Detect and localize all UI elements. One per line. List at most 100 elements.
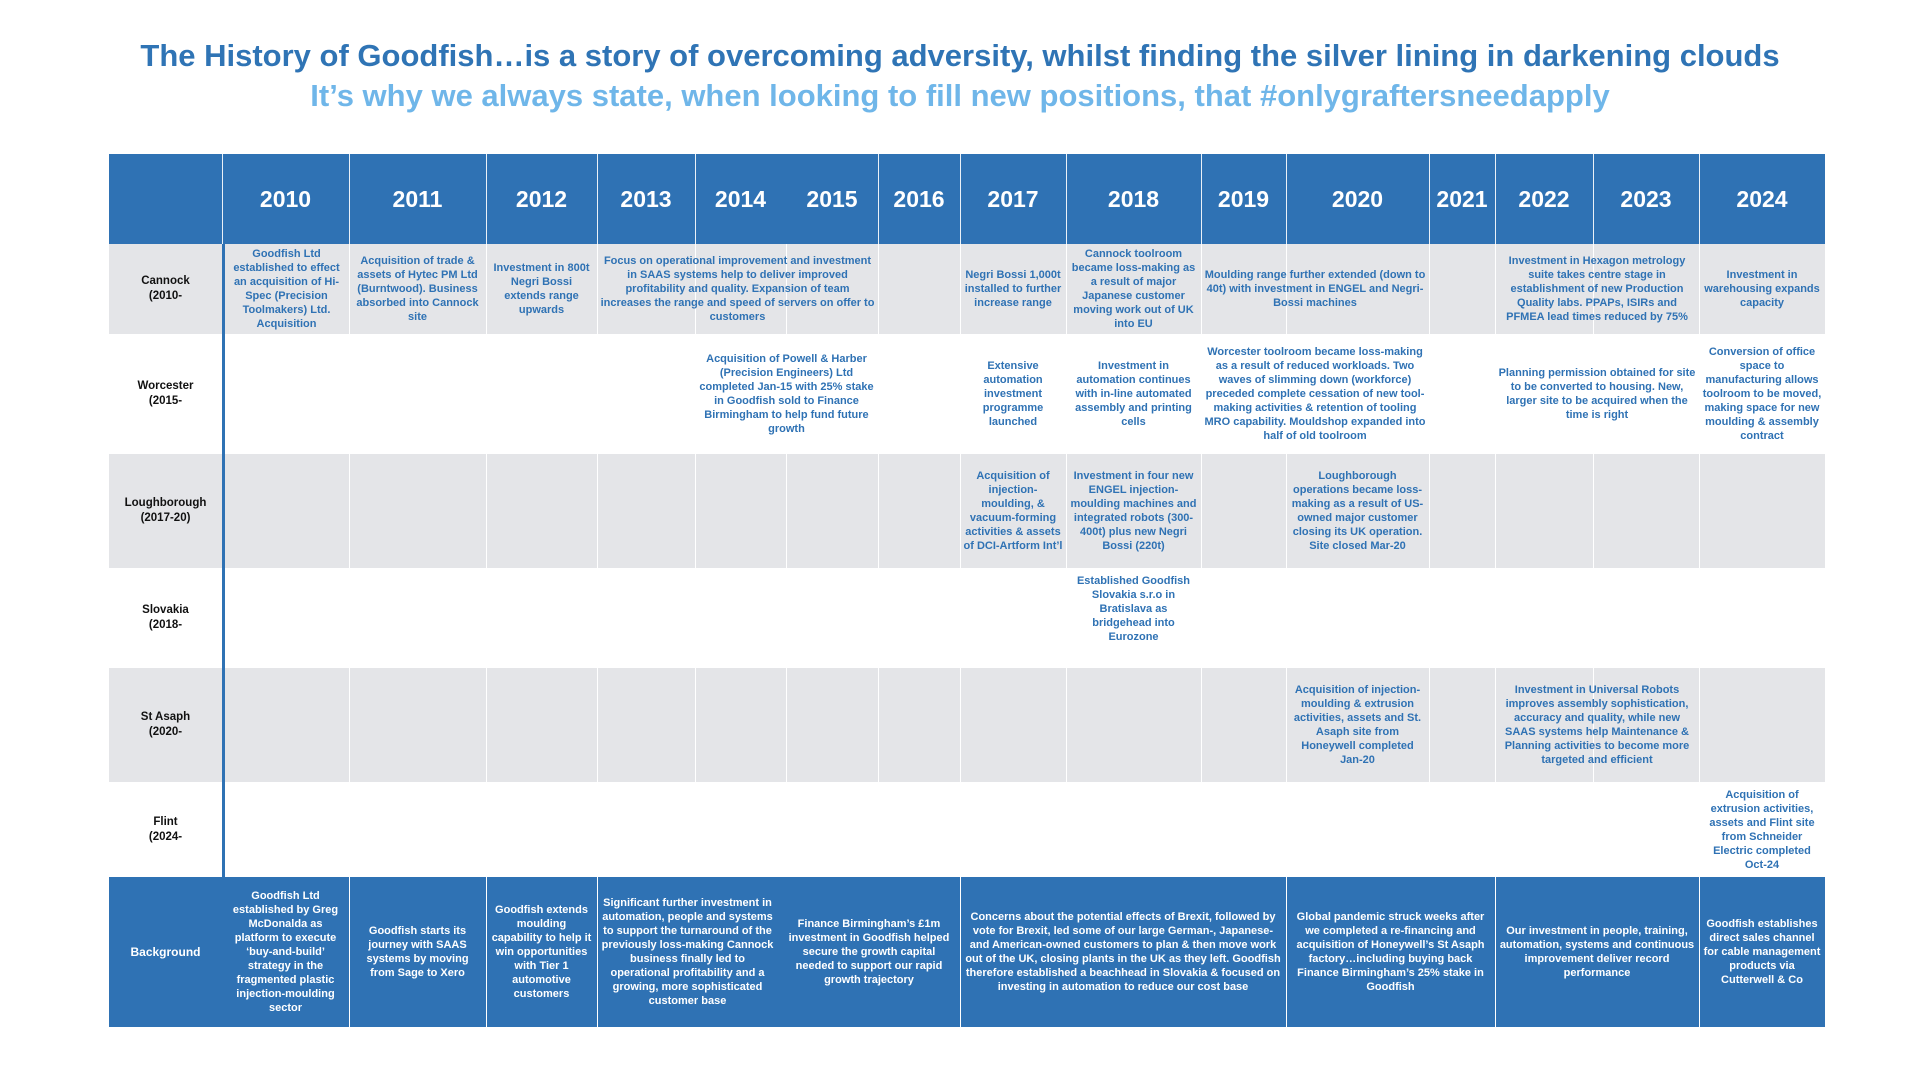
st-asaph-2020-event: Acquisition of injection-moulding & extr… [1293,684,1422,766]
year-2014: 2014 [714,186,767,212]
background-2022-event: Our investment in people, training, auto… [1499,925,1695,979]
column-line [960,154,961,244]
worcester-2024-event: Conversion of office space to manufactur… [1702,346,1822,442]
year-2018: 2018 [1107,186,1160,212]
worcester-2017-event: Extensive automation investment programm… [982,360,1044,428]
year-2019: 2019 [1217,186,1270,212]
slovakia-2018-event: Established Goodfish Slovakia s.r.o in B… [1076,575,1191,643]
loughborough-2018-event: Investment in four new ENGEL injection-m… [1070,470,1197,552]
year-2012: 2012 [515,186,568,212]
column-line [1201,244,1202,877]
column-line [222,154,223,244]
year-2015: 2015 [806,186,858,212]
flint-band [109,782,1825,877]
year-2024: 2024 [1736,186,1788,212]
column-line [1593,244,1594,877]
year-2020: 2020 [1331,186,1384,212]
column-line [1066,154,1067,244]
cannock-2017-event: Negri Bossi 1,000t installed to further … [964,269,1062,309]
flint-2024-event: Acquisition of extrusion activities, ass… [1709,788,1815,871]
page-subtitle: It’s why we always state, when looking t… [310,78,1610,113]
page-title: The History of Goodfish…is a story of ov… [140,38,1780,73]
cannock-band [109,244,1825,334]
background-2024-event: Goodfish establishes direct sales channe… [1703,918,1821,986]
column-line [695,154,696,244]
row-label-slovakia: Slovakia (2018- [142,604,189,631]
year-2016: 2016 [893,186,945,212]
column-line [786,244,787,877]
history-timeline: 2010 2011 2012 2013 2014 2015 2016 2017 … [109,154,1825,1027]
column-line [878,154,879,244]
column-line [349,244,350,877]
column-line [1593,154,1594,244]
loughborough-band [109,454,1825,568]
row-label-cannock: Cannock (2010- [141,275,190,302]
column-line [597,154,598,244]
row-label-flint: Flint (2024- [148,815,183,843]
cannock-2024-event: Investment in warehousing expands capaci… [1704,269,1820,309]
year-2022: 2022 [1518,186,1570,212]
stasaph-band [109,668,1825,782]
worcester-2022-event: Planning permission obtained for site to… [1498,367,1696,421]
column-line [695,244,696,877]
loughborough-2020-event: Loughborough operations became loss-maki… [1291,470,1424,552]
worcester-2014-event: Acquisition of Powell & Harber (Precisio… [699,353,874,435]
column-line [1495,244,1496,877]
year-2011: 2011 [392,186,443,212]
row-label-loughborough: Loughborough (2017-20) [124,497,207,524]
worcester-2019-event: Worcester toolroom became loss-making as… [1204,346,1426,442]
cannock-2018-event: Cannock toolroom became loss-making as a… [1071,248,1196,330]
background-2011-event: Goodfish starts its journey with SAAS sy… [366,925,469,979]
column-line [1429,154,1430,244]
cannock-2012-event: Investment in 800t Negri Bossi extends r… [493,262,590,316]
st-asaph-2022-event: Investment in Universal Robots improves … [1504,684,1690,766]
column-line [960,877,961,1027]
column-line [960,244,961,877]
column-line [486,154,487,244]
cannock-2022-event: Investment in Hexagon metrology suite ta… [1506,255,1688,323]
column-line [597,244,598,877]
cannock-2019-event: Moulding range further extended (down to… [1204,269,1426,309]
column-line [349,877,350,1027]
background-2013-event: Significant further investment in automa… [601,897,774,1007]
background-2010-event: Goodfish Ltd established by Greg McDonal… [232,890,339,1014]
loughborough-2017-event: Acquisition of injection-moulding, & vac… [963,470,1063,552]
background-2017-event: Concerns about the potential effects of … [965,911,1281,993]
column-line [597,877,598,1027]
row-label-background: Background [130,945,201,959]
cannock-2013-event: Focus on operational improvement and inv… [600,255,875,323]
worcester-band [109,334,1825,454]
year-2013: 2013 [620,186,672,212]
cannock-2010-event: Goodfish Ltd established to effect an ac… [233,248,340,330]
column-line [1699,244,1700,877]
column-line [1429,244,1430,877]
column-line [486,877,487,1027]
column-line [1286,877,1287,1027]
background-band [109,877,1825,1027]
cannock-2011-event: Acquisition of trade & assets of Hytec P… [356,255,479,323]
column-line [486,244,487,877]
year-header-band [109,154,1825,244]
column-line [1699,154,1700,244]
year-2017: 2017 [987,186,1039,212]
row-label-worcester: Worcester (2015- [137,380,194,407]
background-2020-event: Global pandemic struck weeks after we co… [1296,911,1485,993]
column-line [1286,244,1287,877]
year-2021: 2021 [1436,186,1488,212]
column-line [878,244,879,877]
column-line [1201,154,1202,244]
column-line [1495,877,1496,1027]
row-label-st-asaph: St Asaph (2020- [140,711,191,738]
column-line [1699,877,1700,1027]
column-line [1066,244,1067,877]
year-2010: 2010 [259,186,312,212]
background-2012-event: Goodfish extends moulding capability to … [491,904,592,1000]
row-label-divider [222,244,225,877]
column-line [349,154,350,244]
background-2015-event: Finance Birmingham’s £1m investment in G… [788,918,950,986]
year-2023: 2023 [1620,186,1672,212]
column-line [1495,154,1496,244]
column-line [1286,154,1287,244]
worcester-2018-event: Investment in automation continues with … [1075,360,1192,428]
slovakia-band [109,568,1825,668]
